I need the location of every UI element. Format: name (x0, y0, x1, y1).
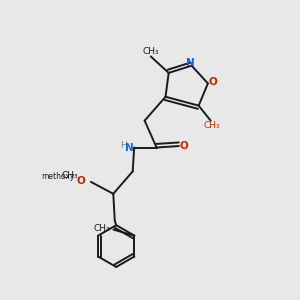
Text: O: O (208, 77, 217, 87)
Text: CH₃: CH₃ (62, 171, 78, 180)
Text: O: O (180, 141, 189, 151)
Text: N: N (186, 58, 194, 68)
Text: CH₃: CH₃ (142, 46, 159, 56)
Text: CH₃: CH₃ (94, 224, 110, 232)
Text: N: N (124, 143, 133, 153)
Text: H: H (120, 141, 127, 150)
Text: O: O (77, 176, 85, 186)
Text: CH₃: CH₃ (204, 122, 220, 130)
Text: methoxy: methoxy (41, 172, 74, 181)
